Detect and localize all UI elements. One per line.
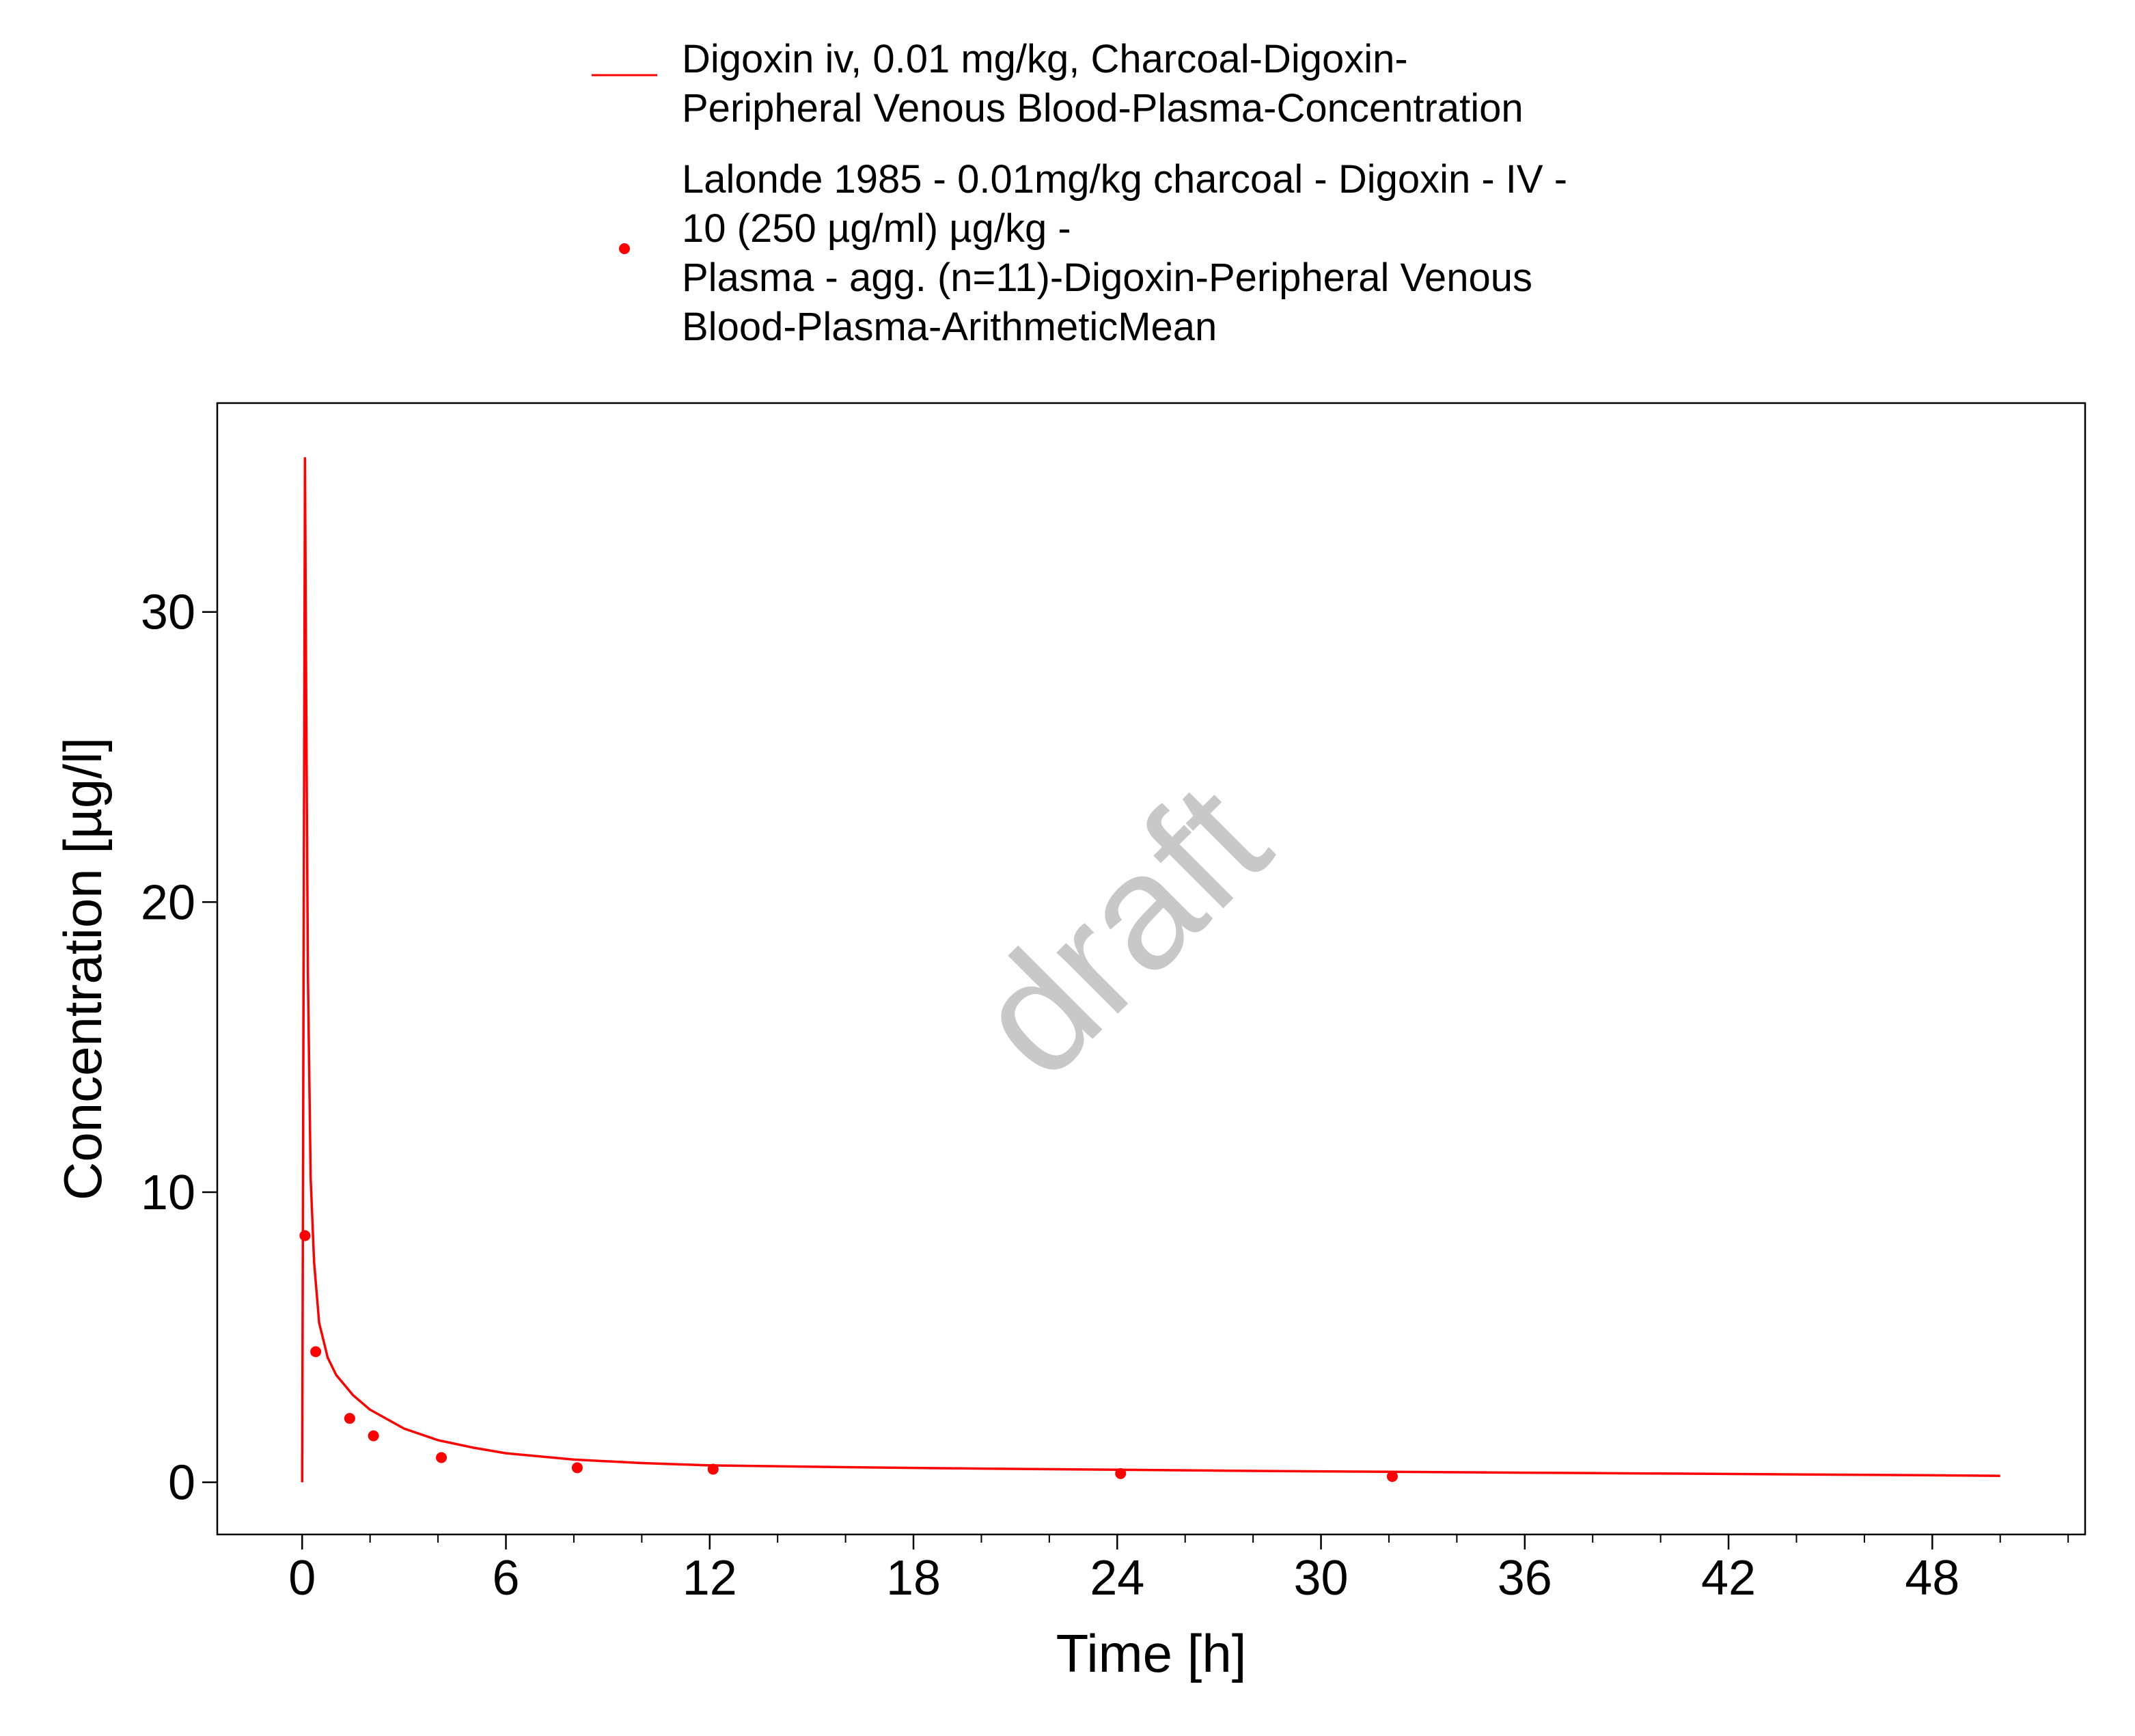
x-tick-label: 6 — [493, 1551, 520, 1606]
legend: Digoxin iv, 0.01 mg/kg, Charcoal-Digoxin… — [592, 37, 1567, 349]
legend-label-observed-line4: Blood-Plasma-ArithmeticMean — [682, 305, 1217, 349]
legend-label-simulation-line2: Peripheral Venous Blood-Plasma-Concentra… — [682, 86, 1524, 130]
data-point-observed — [310, 1346, 322, 1358]
data-point-observed — [368, 1430, 379, 1442]
series-group — [299, 456, 2000, 1483]
data-point-observed — [299, 1230, 311, 1241]
series-line-simulation — [301, 456, 2000, 1483]
data-point-observed — [571, 1462, 583, 1474]
x-axis: 0 6 12 18 24 30 36 42 48 — [288, 1534, 2069, 1606]
x-axis-label: Time [h] — [1056, 1623, 1247, 1683]
legend-marker-swatch — [619, 243, 630, 254]
x-tick-label: 12 — [683, 1551, 737, 1606]
y-axis-label: Concentration [µg/l] — [53, 737, 113, 1200]
x-tick-label: 48 — [1905, 1551, 1959, 1606]
x-tick-label: 18 — [886, 1551, 941, 1606]
x-tick-label: 42 — [1701, 1551, 1756, 1606]
x-tick-label: 24 — [1090, 1551, 1144, 1606]
legend-label-observed-line3: Plasma - agg. (n=11)-Digoxin-Peripheral … — [682, 256, 1532, 300]
data-point-observed — [344, 1413, 355, 1424]
data-point-observed — [707, 1463, 719, 1475]
x-tick-label: 0 — [288, 1551, 316, 1606]
plot-area: 0 6 12 18 24 30 36 42 48 0 10 20 30 — [141, 402, 2086, 1606]
legend-label-observed-line2: 10 (250 µg/ml) µg/kg - — [682, 206, 1071, 251]
data-point-observed — [436, 1452, 447, 1463]
watermark: draft — [941, 749, 1302, 1111]
legend-label-simulation-line1: Digoxin iv, 0.01 mg/kg, Charcoal-Digoxin… — [682, 37, 1408, 81]
data-point-observed — [1386, 1471, 1398, 1483]
x-tick-label: 30 — [1293, 1551, 1348, 1606]
legend-label-observed-line1: Lalonde 1985 - 0.01mg/kg charcoal - Digo… — [682, 157, 1567, 202]
plot-frame — [216, 402, 2086, 1536]
y-axis: 0 10 20 30 — [141, 585, 217, 1511]
y-tick-label: 0 — [168, 1456, 195, 1511]
y-tick-label: 20 — [141, 875, 195, 930]
y-tick-label: 30 — [141, 585, 195, 640]
x-tick-label: 36 — [1498, 1551, 1552, 1606]
data-point-observed — [1115, 1468, 1127, 1479]
y-tick-label: 10 — [141, 1166, 195, 1220]
